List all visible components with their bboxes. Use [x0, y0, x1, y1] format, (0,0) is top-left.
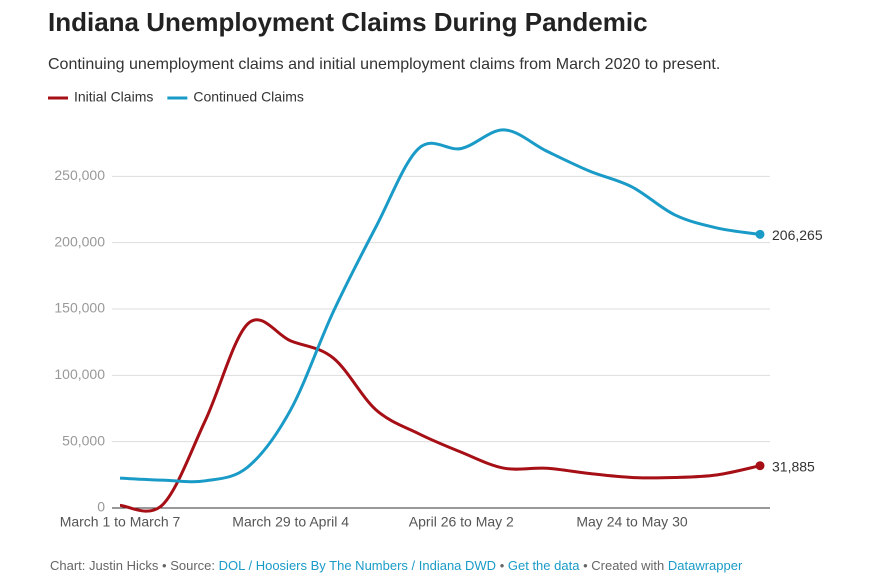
series-line — [119, 318, 761, 513]
legend-label: Initial Claims — [74, 89, 153, 105]
credit: Chart: Justin Hicks — [50, 558, 159, 573]
end-dot — [755, 229, 765, 239]
source-link[interactable]: DOL / Hoosiers By The Numbers / Indiana … — [218, 558, 497, 573]
chart-title: Indiana Unemployment Claims During Pande… — [48, 7, 648, 37]
separator: • — [583, 558, 588, 573]
value-label: 206,265 — [772, 227, 823, 243]
legend-label: Continued Claims — [193, 89, 304, 105]
separator: • — [499, 558, 505, 573]
y-tick-label: 50,000 — [62, 432, 105, 448]
y-tick-label: 100,000 — [54, 366, 105, 382]
series-line — [119, 128, 761, 484]
footer: Chart: Justin Hicks • Source: DOL / Hoos… — [50, 558, 742, 573]
x-tick-label: March 29 to April 4 — [232, 514, 349, 530]
end-dot — [755, 461, 765, 471]
x-tick-label: March 1 to March 7 — [60, 514, 181, 530]
x-tick-label: May 24 to May 30 — [576, 514, 687, 530]
created-with: Created with — [591, 558, 665, 573]
get-data-link[interactable]: Get the data — [507, 558, 580, 573]
source-label: Source: — [170, 558, 215, 573]
value-label: 31,885 — [772, 458, 815, 474]
chart: Indiana Unemployment Claims During Pande… — [48, 7, 823, 530]
x-tick-label: April 26 to May 2 — [409, 514, 514, 530]
tool-link[interactable]: Datawrapper — [667, 558, 743, 573]
separator: • — [162, 558, 167, 573]
y-tick-label: 250,000 — [54, 167, 105, 183]
y-tick-label: 200,000 — [54, 233, 105, 249]
chart-subtitle: Continuing unemployment claims and initi… — [48, 56, 720, 73]
y-tick-label: 150,000 — [54, 300, 105, 316]
y-tick-label: 0 — [97, 499, 105, 515]
